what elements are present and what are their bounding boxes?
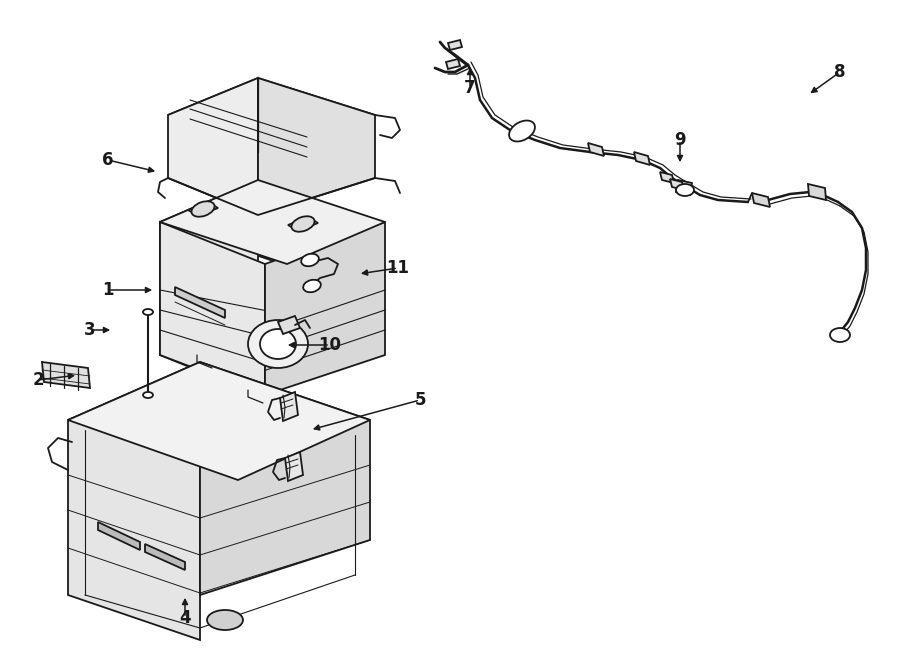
- Ellipse shape: [676, 184, 694, 196]
- Polygon shape: [160, 180, 385, 264]
- Ellipse shape: [260, 329, 296, 359]
- Text: 4: 4: [179, 609, 191, 627]
- Polygon shape: [160, 222, 258, 395]
- Text: 10: 10: [319, 336, 341, 354]
- Text: 1: 1: [103, 281, 113, 299]
- Polygon shape: [68, 362, 370, 480]
- Polygon shape: [188, 202, 218, 216]
- Polygon shape: [168, 78, 258, 215]
- Polygon shape: [258, 78, 375, 215]
- Polygon shape: [448, 40, 462, 50]
- Text: 3: 3: [85, 321, 95, 339]
- Polygon shape: [660, 172, 674, 183]
- Polygon shape: [288, 217, 318, 231]
- Polygon shape: [808, 184, 826, 200]
- Polygon shape: [280, 392, 298, 421]
- Ellipse shape: [207, 610, 243, 630]
- Polygon shape: [160, 222, 258, 395]
- Text: 7: 7: [464, 79, 476, 97]
- Ellipse shape: [248, 320, 308, 368]
- Ellipse shape: [292, 216, 314, 232]
- Polygon shape: [145, 544, 185, 570]
- Polygon shape: [676, 180, 692, 195]
- Ellipse shape: [509, 120, 535, 141]
- Polygon shape: [68, 420, 200, 640]
- Text: 6: 6: [103, 151, 113, 169]
- Polygon shape: [200, 420, 370, 595]
- Polygon shape: [670, 179, 684, 190]
- Ellipse shape: [143, 309, 153, 315]
- Polygon shape: [98, 522, 140, 550]
- Text: 2: 2: [32, 371, 44, 389]
- Text: 8: 8: [834, 63, 846, 81]
- Ellipse shape: [830, 328, 850, 342]
- Polygon shape: [278, 316, 300, 334]
- Polygon shape: [175, 287, 225, 318]
- Ellipse shape: [143, 392, 153, 398]
- Polygon shape: [752, 193, 770, 207]
- Polygon shape: [160, 222, 265, 395]
- Ellipse shape: [303, 280, 320, 292]
- Ellipse shape: [302, 254, 319, 266]
- Polygon shape: [160, 180, 380, 264]
- Ellipse shape: [192, 201, 214, 217]
- Polygon shape: [285, 452, 303, 481]
- Text: 11: 11: [386, 259, 410, 277]
- Text: 5: 5: [414, 391, 426, 409]
- Polygon shape: [634, 152, 650, 165]
- Polygon shape: [588, 143, 604, 156]
- Polygon shape: [168, 78, 375, 152]
- Text: 9: 9: [674, 131, 686, 149]
- Polygon shape: [68, 362, 370, 480]
- Polygon shape: [446, 59, 460, 69]
- Polygon shape: [265, 222, 385, 395]
- Polygon shape: [42, 362, 90, 388]
